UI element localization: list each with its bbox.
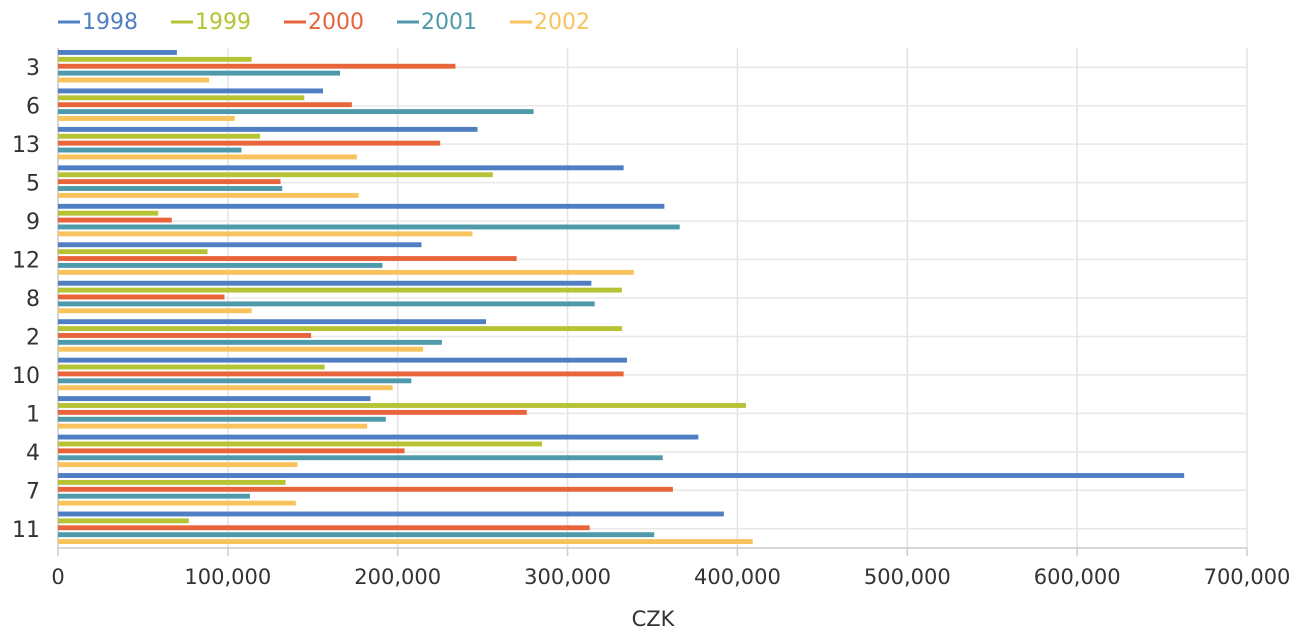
y-tick-label: 7 bbox=[26, 479, 40, 504]
y-tick-label: 6 bbox=[26, 95, 40, 120]
legend-label: 2002 bbox=[534, 10, 590, 35]
bar bbox=[58, 532, 655, 538]
bar bbox=[58, 147, 242, 153]
bar bbox=[58, 479, 286, 485]
bar bbox=[58, 319, 487, 325]
bar bbox=[58, 70, 340, 76]
bar bbox=[58, 262, 383, 268]
bar bbox=[58, 441, 543, 447]
bar bbox=[58, 396, 371, 402]
bar bbox=[58, 186, 283, 191]
bar bbox=[58, 308, 252, 314]
bar bbox=[58, 280, 592, 286]
bar bbox=[58, 242, 422, 248]
y-tick-label: 8 bbox=[26, 287, 40, 312]
x-tick-label: 200,000 bbox=[354, 565, 441, 589]
bar bbox=[58, 217, 172, 223]
bar bbox=[58, 423, 368, 429]
bar bbox=[58, 511, 724, 517]
bar bbox=[58, 287, 622, 293]
bar bbox=[58, 301, 595, 307]
bar bbox=[58, 416, 386, 422]
bar bbox=[58, 525, 590, 531]
x-tick-label: 400,000 bbox=[694, 565, 781, 589]
bar bbox=[58, 56, 252, 62]
bar bbox=[58, 339, 442, 345]
x-tick-label: 300,000 bbox=[524, 565, 611, 589]
y-tick-label: 2 bbox=[26, 325, 40, 350]
bar bbox=[58, 455, 663, 461]
x-tick-label: 0 bbox=[51, 565, 64, 589]
bar bbox=[58, 109, 534, 115]
bar bbox=[58, 371, 624, 377]
bar bbox=[58, 77, 210, 83]
bar bbox=[58, 269, 634, 275]
bar bbox=[58, 518, 189, 524]
bar bbox=[58, 539, 753, 544]
bar bbox=[58, 385, 393, 391]
x-tick-label: 100,000 bbox=[184, 565, 271, 589]
bar bbox=[58, 346, 424, 352]
bar bbox=[58, 179, 281, 185]
bar bbox=[58, 378, 412, 384]
bar bbox=[58, 102, 352, 108]
bar bbox=[58, 192, 359, 198]
bar bbox=[58, 95, 305, 101]
y-tick-label: 3 bbox=[26, 56, 40, 81]
bar bbox=[58, 133, 261, 139]
y-tick-label: 11 bbox=[12, 518, 40, 543]
legend-label: 1999 bbox=[195, 10, 251, 35]
bar bbox=[58, 500, 296, 506]
bar bbox=[58, 403, 746, 408]
bar bbox=[58, 448, 405, 454]
bar bbox=[58, 88, 323, 94]
y-tick-label: 13 bbox=[12, 133, 40, 158]
bar bbox=[58, 409, 527, 415]
y-tick-label: 10 bbox=[12, 364, 40, 389]
bar bbox=[58, 63, 456, 69]
legend-label: 2001 bbox=[421, 10, 477, 35]
bar bbox=[58, 203, 665, 209]
bar bbox=[58, 116, 235, 121]
bar bbox=[58, 462, 298, 468]
bar bbox=[58, 434, 699, 440]
bar bbox=[58, 210, 159, 216]
bar bbox=[58, 50, 177, 55]
x-tick-label: 700,000 bbox=[1204, 565, 1291, 589]
x-tick-label: 500,000 bbox=[864, 565, 951, 589]
y-tick-label: 4 bbox=[26, 441, 40, 466]
bar bbox=[58, 154, 357, 160]
bar bbox=[58, 249, 208, 255]
bar bbox=[58, 333, 312, 338]
bar bbox=[58, 140, 441, 146]
bar bbox=[58, 473, 1185, 478]
bar bbox=[58, 326, 622, 332]
bar bbox=[58, 486, 673, 492]
x-tick-label: 600,000 bbox=[1034, 565, 1121, 589]
bar bbox=[58, 165, 624, 171]
legend-label: 1998 bbox=[82, 10, 138, 35]
bar bbox=[58, 294, 225, 300]
y-tick-label: 9 bbox=[26, 210, 40, 235]
y-tick-label: 5 bbox=[26, 172, 40, 197]
bar bbox=[58, 172, 493, 178]
bar bbox=[58, 357, 628, 363]
legend-label: 2000 bbox=[308, 10, 364, 35]
y-tick-label: 12 bbox=[12, 249, 40, 274]
y-tick-label: 1 bbox=[26, 402, 40, 427]
bar bbox=[58, 224, 680, 230]
bar bbox=[58, 231, 473, 237]
bar bbox=[58, 493, 250, 499]
x-axis-label: CZK bbox=[632, 607, 676, 631]
bar bbox=[58, 126, 478, 132]
bar bbox=[58, 364, 325, 370]
bar bbox=[58, 256, 517, 261]
